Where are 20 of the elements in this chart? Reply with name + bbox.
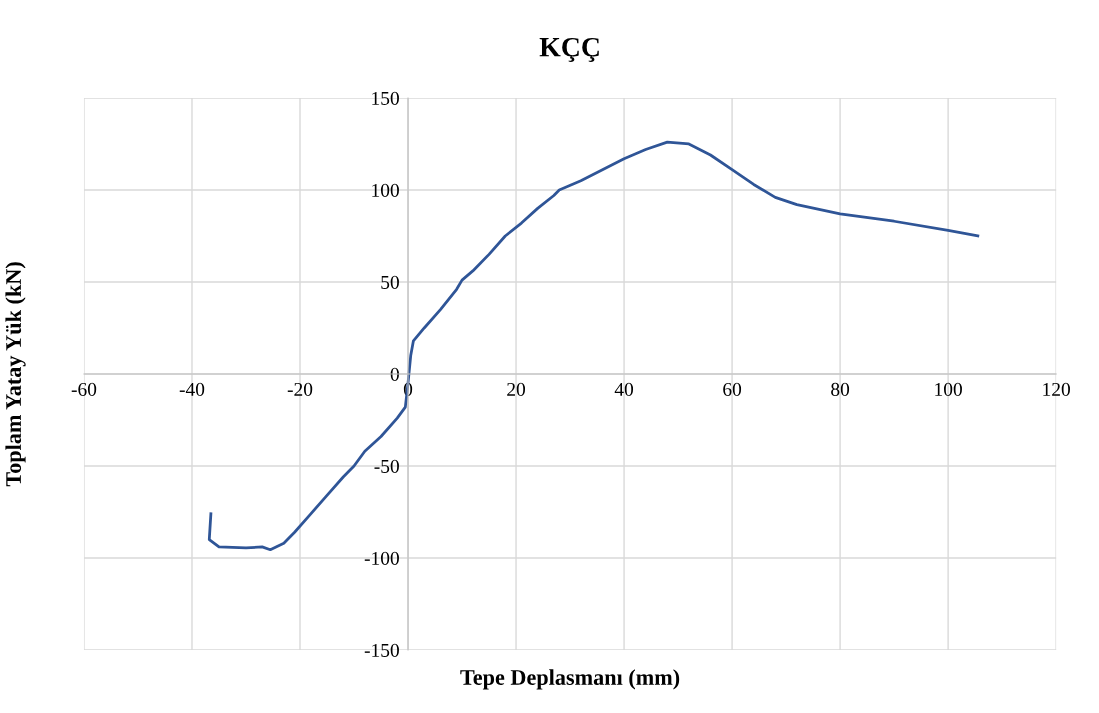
x-tick-label: 60 — [723, 382, 742, 396]
y-tick-label: -100 — [364, 551, 399, 565]
x-tick-label: 120 — [1043, 382, 1070, 396]
x-tick-label: -20 — [287, 382, 313, 396]
line-series — [207, 140, 980, 552]
x-tick-label: 100 — [935, 382, 962, 396]
y-tick-label: 100 — [372, 183, 399, 197]
x-tick-label: 20 — [507, 382, 526, 396]
y-tick-label: -150 — [364, 643, 399, 657]
chart-title: KÇÇ — [539, 37, 599, 63]
x-axis-title: Tepe Deplasmanı (mm) — [460, 669, 680, 690]
x-tick-label: -60 — [71, 382, 97, 396]
y-tick-label: -50 — [374, 459, 399, 473]
y-axis-title: Toplam Yatay Yük (kN) — [5, 262, 26, 487]
y-tick-label: 150 — [372, 91, 399, 105]
x-tick-label: -40 — [179, 382, 205, 396]
y-tick-label: 0 — [390, 367, 399, 381]
y-tick-label: 50 — [381, 275, 399, 289]
x-tick-label: 80 — [831, 382, 850, 396]
x-tick-label: 40 — [614, 382, 634, 396]
